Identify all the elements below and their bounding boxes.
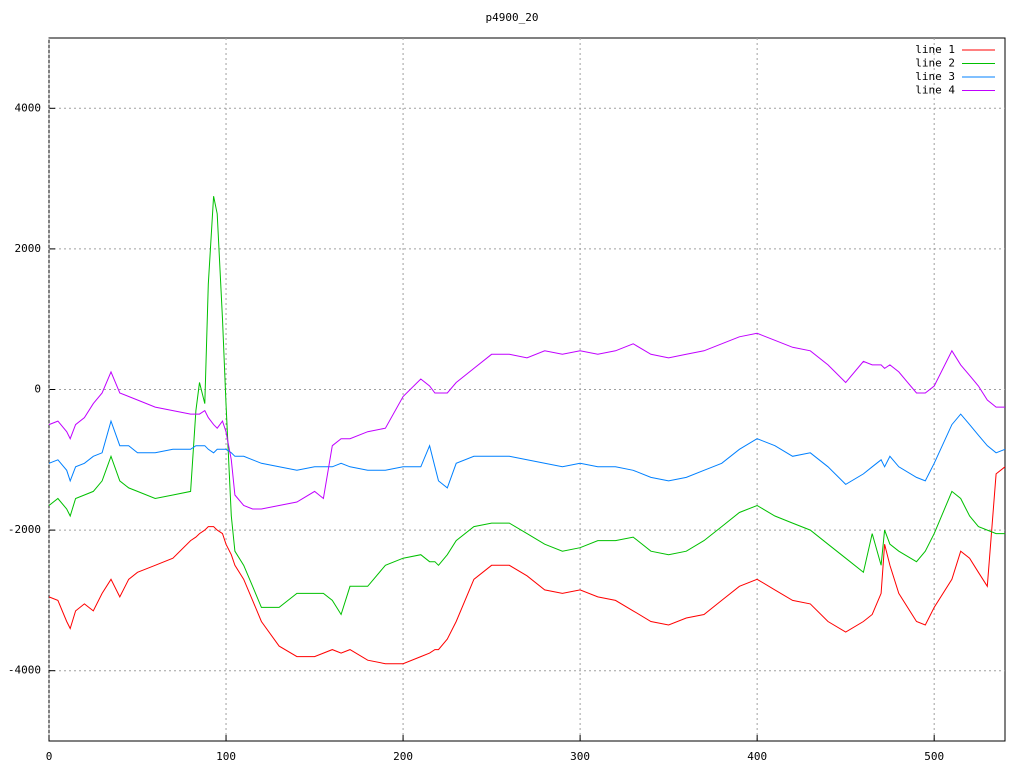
series-line (48, 413, 1006, 489)
y-tick-label: 0 (34, 383, 41, 396)
x-tick-label: 100 (216, 750, 236, 763)
x-tick-label: 300 (570, 750, 590, 763)
y-tick-label: -4000 (8, 664, 41, 677)
legend-label: line 4 (915, 84, 955, 97)
x-tick-label: 200 (393, 750, 413, 763)
y-tick-label: 2000 (15, 242, 42, 255)
y-tick-label: 4000 (15, 101, 42, 114)
x-tick-label: 0 (46, 750, 53, 763)
x-tick-label: 400 (747, 750, 767, 763)
plot-frame (48, 37, 1006, 742)
y-tick-label: -2000 (8, 523, 41, 536)
series-line (48, 196, 1005, 616)
chart-title: p4900_20 (486, 11, 539, 24)
series-line (48, 332, 1005, 510)
legend-label: line 2 (915, 57, 955, 70)
series-line (48, 466, 1006, 665)
x-tick-label: 500 (924, 750, 944, 763)
legend-label: line 1 (915, 43, 955, 56)
legend-label: line 3 (915, 70, 955, 83)
